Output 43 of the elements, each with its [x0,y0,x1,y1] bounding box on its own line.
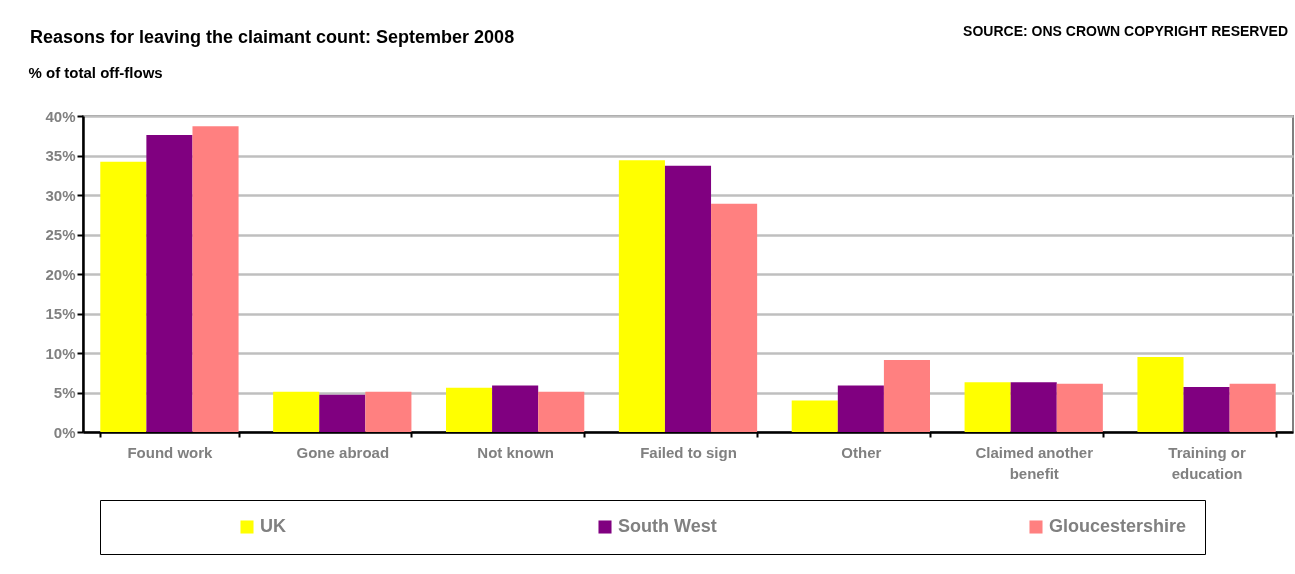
bar [1183,386,1230,432]
legend-label: South West [618,516,717,536]
bar [446,387,493,432]
bar [365,391,412,432]
x-tick-label: Found work [127,443,214,461]
y-axis-title: % of total off-flows [28,63,163,81]
bar [837,385,884,432]
x-tick-label: Other [841,443,882,461]
bar [492,385,539,432]
bar [1056,383,1103,432]
y-tick-label: 30% [45,186,76,204]
bar [146,134,193,432]
bar [1137,356,1184,432]
y-tick-label: 20% [45,265,76,283]
bar [664,165,712,432]
x-tick-label: Claimed another benefit [975,443,1094,482]
y-tick-label: 5% [53,384,76,401]
bar [319,394,366,432]
y-tick-label: 0% [53,423,76,441]
bar [618,160,665,432]
bar [883,360,930,432]
bar [538,391,585,432]
x-tick-label: Not known [477,443,554,461]
y-tick-label: 40% [45,107,76,125]
bar [791,400,838,432]
bar [1229,383,1276,432]
legend-label: UK [260,516,286,536]
chart-title: Reasons for leaving the claimant count: September 2008 [30,27,515,47]
legend-label: Gloucestershire [1049,516,1187,536]
bar [273,391,320,432]
bar [100,161,147,432]
y-tick-label: 15% [45,305,76,322]
bar [192,126,239,432]
source-note: SOURCE: ONS CROWN COPYRIGHT RESERVED [963,23,1288,39]
bar [1010,382,1057,432]
y-tick-label: 10% [45,344,76,362]
y-tick-label: 25% [45,226,76,243]
x-tick-label: Training or education [1168,443,1246,482]
bar [711,203,758,432]
y-tick-label: 35% [45,147,76,164]
x-tick-label: Failed to sign [640,443,737,461]
x-tick-label: Gone abroad [296,443,390,461]
bar [964,382,1011,432]
